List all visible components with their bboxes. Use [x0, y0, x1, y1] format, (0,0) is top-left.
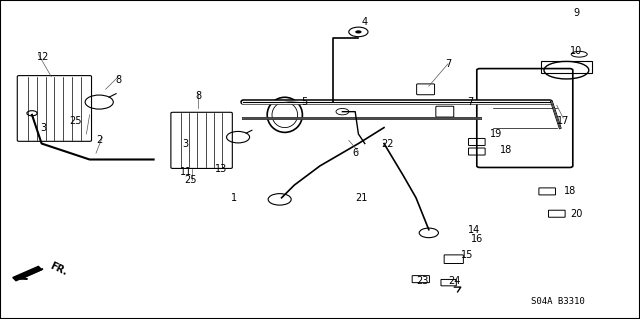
Text: 19: 19: [490, 129, 502, 139]
Text: 14: 14: [467, 225, 480, 235]
Text: 18: 18: [563, 186, 576, 197]
Text: 13: 13: [214, 164, 227, 174]
Text: FR.: FR.: [48, 261, 68, 278]
Text: 25: 25: [69, 116, 82, 126]
Text: 8: 8: [195, 91, 202, 101]
Text: 6: 6: [352, 148, 358, 158]
Text: 17: 17: [557, 116, 570, 126]
Text: 3: 3: [40, 122, 47, 133]
Text: 2: 2: [96, 135, 102, 145]
Text: 7: 7: [467, 97, 474, 107]
Circle shape: [355, 30, 362, 33]
Text: 10: 10: [570, 46, 582, 56]
Text: 21: 21: [355, 193, 368, 203]
Text: 8: 8: [115, 75, 122, 85]
Text: 25: 25: [184, 175, 197, 185]
Text: 18: 18: [499, 145, 512, 155]
Text: 4: 4: [362, 17, 368, 27]
Text: 7: 7: [445, 59, 451, 69]
Text: 5: 5: [301, 97, 307, 107]
Text: 23: 23: [416, 276, 429, 286]
Text: 12: 12: [37, 52, 50, 63]
Text: 16: 16: [470, 234, 483, 244]
Text: 22: 22: [381, 138, 394, 149]
Text: 9: 9: [573, 8, 579, 18]
Text: 11: 11: [179, 167, 192, 177]
Polygon shape: [13, 266, 42, 281]
Text: 24: 24: [448, 276, 461, 286]
Text: 3: 3: [182, 138, 189, 149]
Text: S04A B3310: S04A B3310: [531, 297, 585, 306]
Text: 1: 1: [230, 193, 237, 203]
Text: 15: 15: [461, 250, 474, 260]
Text: 20: 20: [570, 209, 582, 219]
